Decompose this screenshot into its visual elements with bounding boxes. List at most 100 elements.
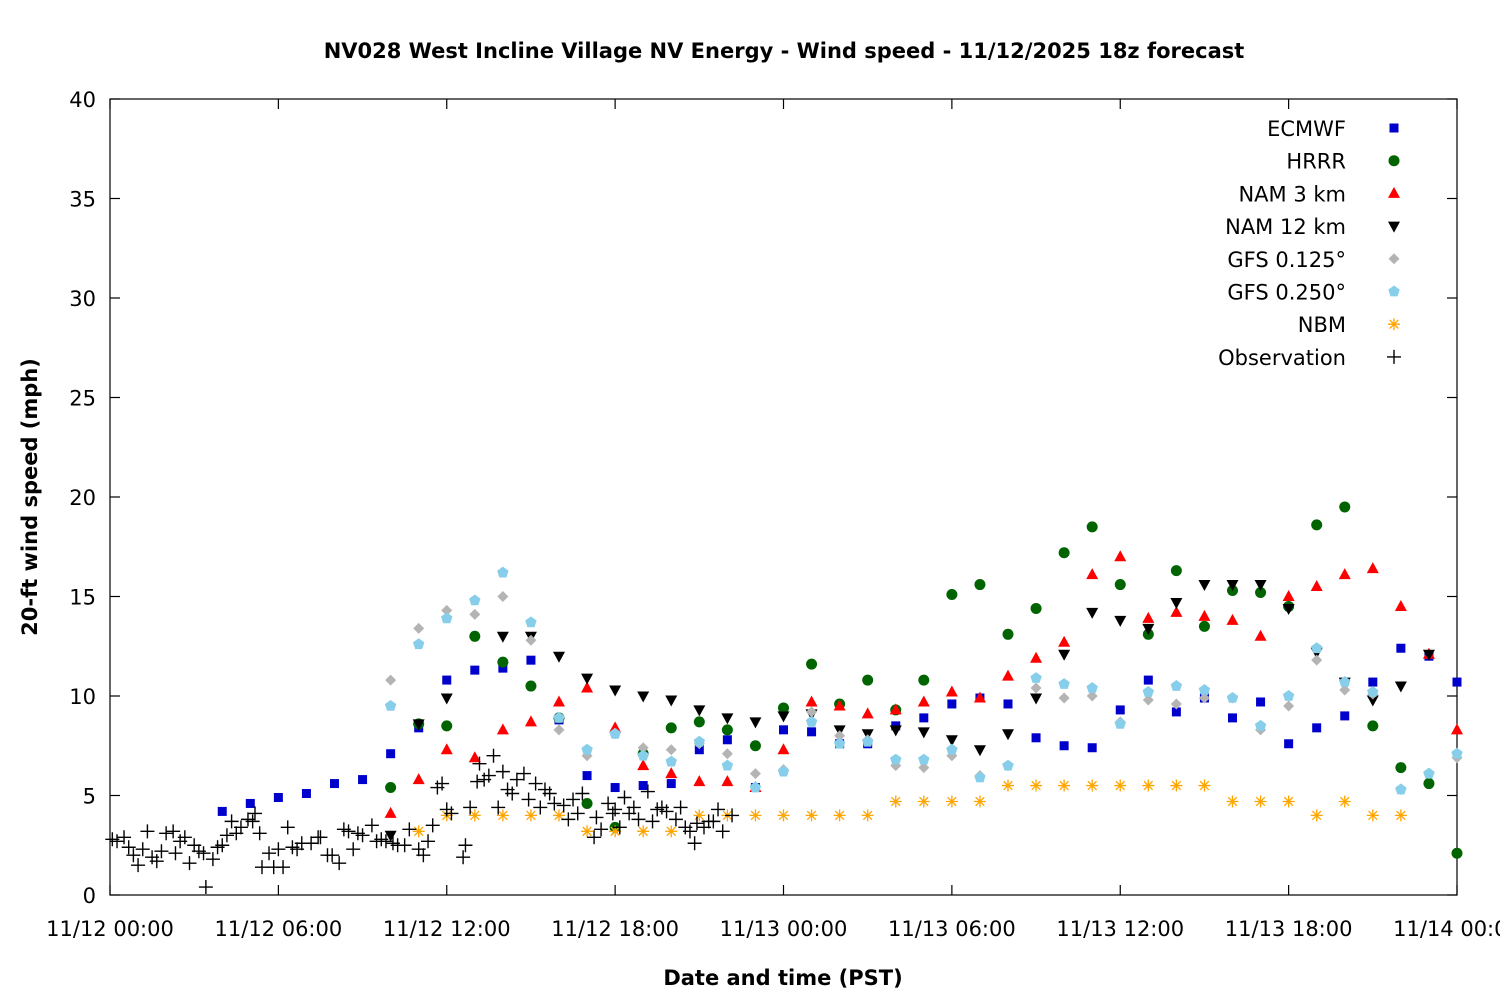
legend-symbol-pentagon	[1388, 285, 1400, 297]
nam-12-km-point	[1030, 693, 1043, 705]
observation-point	[425, 818, 440, 833]
observation-point	[346, 842, 361, 857]
legend-label: NAM 3 km	[1238, 182, 1346, 206]
gfs-0-125-point	[834, 730, 846, 742]
nam-12-km-point	[1142, 623, 1155, 635]
gfs-0-250-point	[384, 700, 397, 711]
gfs-0-250-point	[974, 771, 986, 783]
ecmwf-point	[498, 663, 508, 673]
observation-point	[198, 880, 213, 895]
nam-3-km-point	[468, 751, 481, 763]
gfs-0-250-point	[1395, 783, 1407, 795]
hrrr-point	[749, 740, 761, 752]
observation-point	[556, 798, 571, 813]
nam-3-km-point	[1226, 613, 1239, 625]
gfs-0-125-point	[721, 748, 733, 760]
legend-symbol-asterisk	[1388, 318, 1400, 331]
nbm-point	[945, 795, 958, 808]
nam-3-km-point	[945, 685, 958, 697]
nam-3-km-point	[609, 721, 622, 733]
nam-3-km-point	[1058, 635, 1071, 647]
nbm-point	[1198, 779, 1211, 792]
hrrr-point	[918, 674, 930, 686]
gfs-0-250-point	[693, 735, 705, 747]
nam-12-km-point	[1282, 603, 1295, 615]
gfs-0-250-point	[637, 749, 649, 761]
legend-item-nbm: NBM	[1298, 313, 1400, 337]
nam-3-km-point	[1282, 590, 1295, 601]
observation-point	[528, 776, 543, 791]
legend-item-nam-3-km: NAM 3 km	[1238, 182, 1400, 206]
gfs-0-125-point	[525, 634, 537, 646]
nbm-point	[1114, 779, 1127, 792]
gfs-0-125-point	[806, 706, 818, 718]
ecmwf-point	[582, 771, 592, 781]
gfs-0-125-point	[441, 604, 453, 616]
observation-point	[262, 846, 277, 861]
legend-item-ecmwf: ECMWF	[1267, 117, 1399, 141]
nbm-point	[553, 809, 565, 822]
ecmwf-point	[807, 727, 817, 737]
nam-3-km-point	[412, 773, 425, 785]
nbm-point	[412, 825, 425, 838]
y-tick-label: 20	[69, 486, 96, 510]
nbm-point	[749, 809, 762, 822]
gfs-0-250-point	[525, 616, 537, 628]
nam-3-km-point	[553, 695, 565, 707]
observation-point	[135, 842, 150, 857]
nbm-point	[973, 795, 986, 808]
gfs-0-250-point	[833, 737, 846, 749]
nam-3-km-point	[1451, 723, 1463, 735]
nam-12-km-point	[1058, 649, 1071, 661]
nam-3-km-point	[384, 806, 397, 818]
nam-12-km-point	[1254, 580, 1267, 592]
hrrr-point	[946, 589, 958, 601]
observation-point	[631, 812, 646, 827]
y-tick-label: 15	[69, 586, 96, 610]
ecmwf-point	[1452, 677, 1462, 687]
observation-point	[378, 834, 393, 849]
gfs-0-125-point	[497, 591, 509, 602]
observation-point	[589, 810, 604, 825]
hrrr-point	[778, 702, 789, 714]
gfs-0-250-point	[946, 743, 958, 755]
ecmwf-point	[470, 665, 480, 675]
observation-point	[470, 774, 485, 789]
x-tick-label: 11/13 00:00	[720, 917, 848, 941]
gfs-0-250-point	[1254, 719, 1267, 731]
observation-point	[435, 776, 450, 791]
series-observation	[105, 748, 740, 895]
y-tick-label: 25	[69, 387, 96, 411]
legend-label: GFS 0.250°	[1227, 281, 1346, 305]
nbm-point	[1030, 779, 1043, 792]
observation-point	[444, 806, 459, 821]
nam-3-km-point	[524, 715, 537, 727]
observation-point	[668, 812, 683, 827]
nam-12-km-point	[412, 719, 425, 731]
observation-point	[280, 820, 295, 835]
gfs-0-125-point	[665, 744, 677, 756]
gfs-0-250-point	[918, 753, 930, 765]
nam-12-km-point	[1170, 597, 1183, 609]
gfs-0-250-point	[1170, 680, 1183, 691]
nbm-point	[1310, 809, 1323, 822]
nbm-point	[1394, 809, 1407, 822]
gfs-0-250-point	[1002, 759, 1014, 771]
gfs-0-125-point	[385, 674, 397, 686]
observation-point	[594, 822, 609, 837]
nam-12-km-point	[637, 691, 650, 703]
observation-point	[617, 790, 632, 805]
nam-3-km-point	[917, 695, 930, 707]
hrrr-point	[665, 722, 677, 734]
ecmwf-point	[273, 792, 283, 802]
observation-point	[689, 816, 704, 831]
hrrr-point	[862, 674, 874, 686]
nbm-point	[1282, 795, 1295, 808]
observation-point	[117, 830, 132, 845]
nam-3-km-point	[1002, 669, 1014, 681]
nam-3-km-point	[805, 695, 818, 707]
legend-label: GFS 0.125°	[1227, 248, 1346, 272]
observation-point	[575, 786, 590, 801]
legend-label: ECMWF	[1267, 117, 1346, 141]
observation-point	[608, 802, 623, 817]
